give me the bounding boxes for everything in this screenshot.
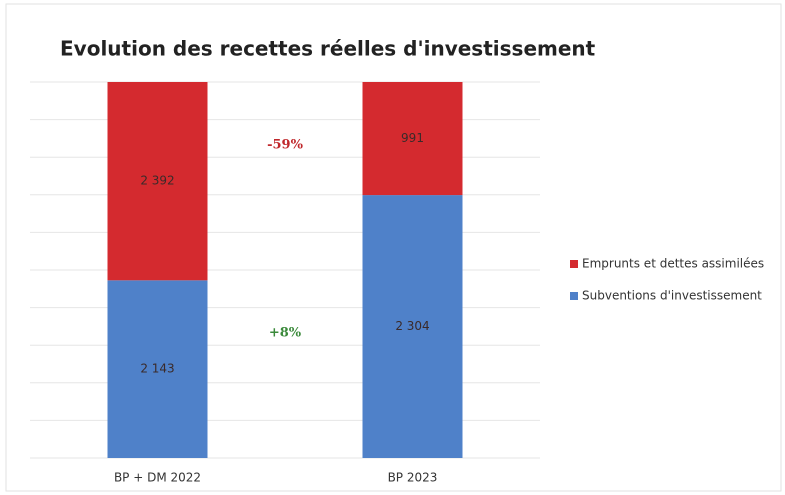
data-label: 991 <box>401 131 424 145</box>
legend-label: Subventions d'investissement <box>582 289 762 303</box>
data-label: 2 304 <box>395 319 429 333</box>
legend-swatch <box>570 260 578 268</box>
annotation: +8% <box>269 325 302 340</box>
chart-title: Evolution des recettes réelles d'investi… <box>60 37 596 61</box>
data-label: 2 143 <box>140 362 174 376</box>
x-tick-label: BP 2023 <box>388 471 438 485</box>
legend-label: Emprunts et dettes assimilées <box>582 257 764 271</box>
data-label: 2 392 <box>140 174 174 188</box>
bar-segment <box>107 280 208 458</box>
legend-swatch <box>570 292 578 300</box>
x-tick-label: BP + DM 2022 <box>114 471 201 485</box>
bar-segment <box>107 82 208 281</box>
bar-segment <box>362 82 463 196</box>
bar-segment <box>362 195 463 459</box>
annotation: -59% <box>267 137 303 152</box>
